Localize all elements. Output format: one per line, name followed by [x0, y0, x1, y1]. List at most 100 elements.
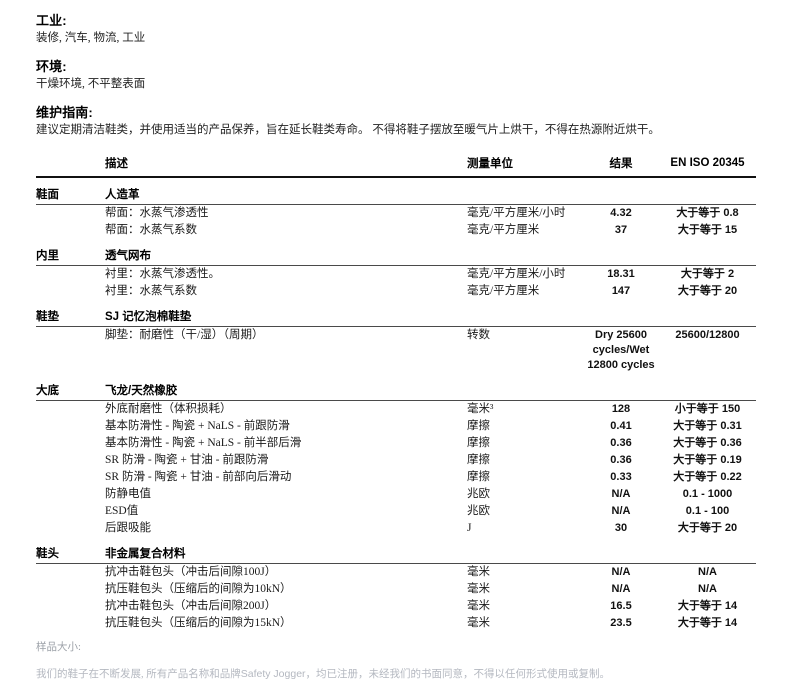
result-cell: N/A: [611, 505, 631, 517]
material-cell: 透气网布: [105, 239, 756, 266]
spec-table-header: 描述 测量单位 结果 EN ISO 20345: [36, 153, 756, 178]
result-cell: N/A: [611, 488, 631, 500]
description-cell: 抗压鞋包头（压缩后的间隙为10kN）: [105, 583, 292, 595]
spec-row: 抗冲击鞋包头（冲击后间隙200J） 毫米 16.5 大于等于 14: [36, 598, 756, 615]
disclaimer-text: 我们的鞋子在不断发展, 所有产品名称和品牌Safety Jogger，均已注册，…: [36, 667, 756, 682]
material-cell: 飞龙/天然橡胶: [105, 374, 756, 401]
spec-row: ESD值 兆欧 N/A 0.1 - 100: [36, 503, 756, 520]
brand-name: Safety Jogger: [240, 668, 306, 680]
description-cell: 基本防滑性 - 陶瓷 + NaLS - 前跟防滑: [105, 420, 290, 432]
result-cell: N/A: [611, 566, 631, 578]
spec-row: SR 防滑 - 陶瓷 + 甘油 - 前跟防滑 摩擦 0.36 大于等于 0.19: [36, 452, 756, 469]
category-cell: 内里: [36, 239, 105, 266]
unit-cell: 毫米: [467, 600, 490, 612]
standard-cell: 大于等于 2: [680, 268, 735, 280]
col-header-result: 结果: [583, 153, 659, 178]
category-spacer: [36, 486, 105, 503]
category-spacer: [36, 401, 105, 419]
col-header-unit: 测量单位: [467, 153, 583, 178]
category-spacer: [36, 452, 105, 469]
unit-cell: 毫克/平方厘米/小时: [467, 207, 566, 219]
description-cell: 抗压鞋包头（压缩后的间隙为15kN）: [105, 617, 292, 629]
material-cell: 非金属复合材料: [105, 537, 756, 564]
description-cell: 衬里：水蒸气系数: [105, 285, 197, 297]
col-header-description: 描述: [105, 153, 467, 178]
result-cell: 128: [611, 403, 631, 415]
category-spacer: [36, 564, 105, 582]
unit-cell: 毫米³: [467, 403, 494, 415]
category-spacer: [36, 205, 105, 223]
standard-cell: 大于等于 20: [677, 522, 738, 534]
result-cell: 0.36: [610, 437, 632, 449]
maintenance-block: 维护指南: 建议定期清洁鞋类，并使用适当的产品保养，旨在延长鞋类寿命。 不得将鞋…: [36, 105, 756, 138]
spec-row: 帮面：水蒸气渗透性 毫克/平方厘米/小时 4.32 大于等于 0.8: [36, 205, 756, 223]
result-cell: N/A: [611, 583, 631, 595]
standard-cell: 大于等于 0.8: [676, 207, 739, 219]
unit-cell: 摩擦: [467, 471, 490, 483]
description-cell: 防静电值: [105, 488, 151, 500]
category-spacer: [36, 615, 105, 632]
description-cell: 基本防滑性 - 陶瓷 + NaLS - 前半部后滑: [105, 437, 302, 449]
result-cell: 18.31: [607, 268, 635, 280]
environment-block: 环境: 干燥环境, 不平整表面: [36, 59, 756, 92]
description-cell: 衬里：水蒸气渗透性。: [105, 268, 220, 280]
result-cell: 0.41: [610, 420, 632, 432]
result-cell: 30: [614, 522, 628, 534]
section-row: 鞋垫 SJ 记忆泡棉鞋垫: [36, 300, 756, 327]
result-cell: 37: [614, 224, 628, 236]
standard-cell: 大于等于 14: [677, 617, 738, 629]
environment-heading: 环境:: [36, 59, 67, 74]
standard-cell: 大于等于 14: [677, 600, 738, 612]
unit-cell: 转数: [467, 329, 490, 341]
standard-cell: 大于等于 0.19: [673, 454, 742, 466]
standard-cell: 0.1 - 100: [685, 505, 730, 517]
unit-cell: 毫米: [467, 566, 490, 578]
industry-heading: 工业:: [36, 13, 67, 28]
category-cell: 鞋头: [36, 537, 105, 564]
result-cell: 4.32: [610, 207, 632, 219]
unit-cell: 毫克/平方厘米/小时: [467, 268, 566, 280]
spec-row: 抗压鞋包头（压缩后的间隙为15kN） 毫米 23.5 大于等于 14: [36, 615, 756, 632]
description-cell: SR 防滑 - 陶瓷 + 甘油 - 前部向后滑动: [105, 471, 292, 483]
description-cell: SR 防滑 - 陶瓷 + 甘油 - 前跟防滑: [105, 454, 269, 466]
standard-cell: 大于等于 20: [677, 285, 738, 297]
spec-row: 基本防滑性 - 陶瓷 + NaLS - 前跟防滑 摩擦 0.41 大于等于 0.31: [36, 418, 756, 435]
standard-cell: 大于等于 0.31: [673, 420, 742, 432]
description-cell: 帮面：水蒸气渗透性: [105, 207, 209, 219]
description-cell: 脚垫：耐磨性（干/湿）（周期）: [105, 329, 264, 341]
category-spacer: [36, 283, 105, 300]
result-cell: Dry 25600 cycles/Wet 12800 cycles: [587, 329, 655, 371]
category-cell: 鞋垫: [36, 300, 105, 327]
description-cell: 帮面：水蒸气系数: [105, 224, 197, 236]
environment-text: 干燥环境, 不平整表面: [36, 78, 146, 90]
description-cell: 后跟吸能: [105, 522, 151, 534]
category-spacer: [36, 418, 105, 435]
unit-cell: 毫米: [467, 617, 490, 629]
unit-cell: 摩擦: [467, 420, 490, 432]
category-spacer: [36, 503, 105, 520]
spec-row: 防静电值 兆欧 N/A 0.1 - 1000: [36, 486, 756, 503]
category-cell: 大底: [36, 374, 105, 401]
result-cell: 0.36: [610, 454, 632, 466]
category-cell: 鞋面: [36, 177, 105, 205]
section-row: 鞋头 非金属复合材料: [36, 537, 756, 564]
result-cell: 16.5: [610, 600, 632, 612]
spec-row: 抗压鞋包头（压缩后的间隙为10kN） 毫米 N/A N/A: [36, 581, 756, 598]
result-cell: 147: [611, 285, 631, 297]
sample-size-label: 样品大小:: [36, 642, 81, 653]
spec-row: 后跟吸能 J 30 大于等于 20: [36, 520, 756, 537]
header-row: 描述 测量单位 结果 EN ISO 20345: [36, 153, 756, 178]
category-spacer: [36, 435, 105, 452]
col-header-standard: EN ISO 20345: [659, 153, 756, 178]
spec-row: SR 防滑 - 陶瓷 + 甘油 - 前部向后滑动 摩擦 0.33 大于等于 0.22: [36, 469, 756, 486]
unit-cell: 兆欧: [467, 505, 490, 517]
spec-row: 脚垫：耐磨性（干/湿）（周期） 转数 Dry 25600 cycles/Wet 12…: [36, 327, 756, 375]
unit-cell: 摩擦: [467, 437, 490, 449]
unit-cell: 毫克/平方厘米: [467, 285, 540, 297]
unit-cell: 毫克/平方厘米: [467, 224, 540, 236]
disclaimer-prefix: 我们的鞋子在不断发展, 所有产品名称和品牌: [36, 669, 241, 680]
standard-cell: 大于等于 15: [677, 224, 738, 236]
standard-cell: 大于等于 0.36: [673, 437, 742, 449]
maintenance-heading: 维护指南:: [36, 105, 93, 120]
